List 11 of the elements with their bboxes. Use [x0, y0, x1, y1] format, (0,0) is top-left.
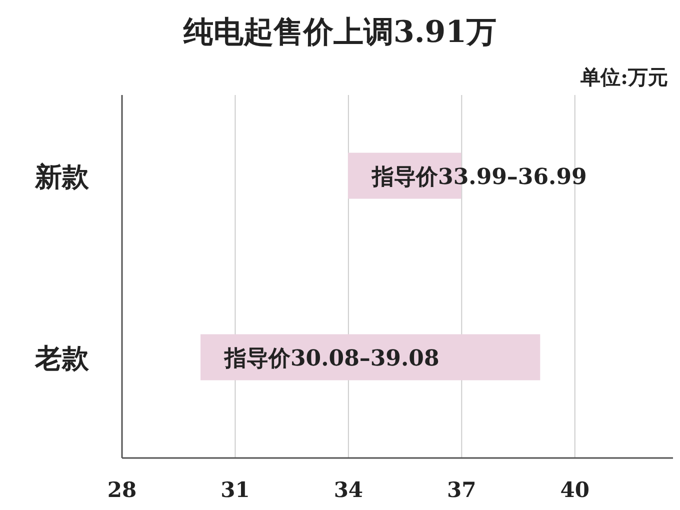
text: 单位:万元 [580, 65, 668, 89]
data-label: 指导价30.08–39.08 [224, 345, 440, 372]
x-tick-label: 28 [107, 477, 137, 502]
x-tick-label: 40 [560, 477, 590, 502]
data-label: 指导价33.99–36.99 [371, 164, 587, 190]
x-tick-label: 34 [334, 477, 364, 502]
x-tick-label: 31 [220, 477, 250, 502]
x-tick-label: 37 [447, 477, 476, 502]
y-tick-label: 老款 [34, 343, 90, 374]
y-tick-label: 新款 [34, 162, 90, 193]
chart-title: 纯电起售价上调3.91万 [182, 15, 497, 50]
